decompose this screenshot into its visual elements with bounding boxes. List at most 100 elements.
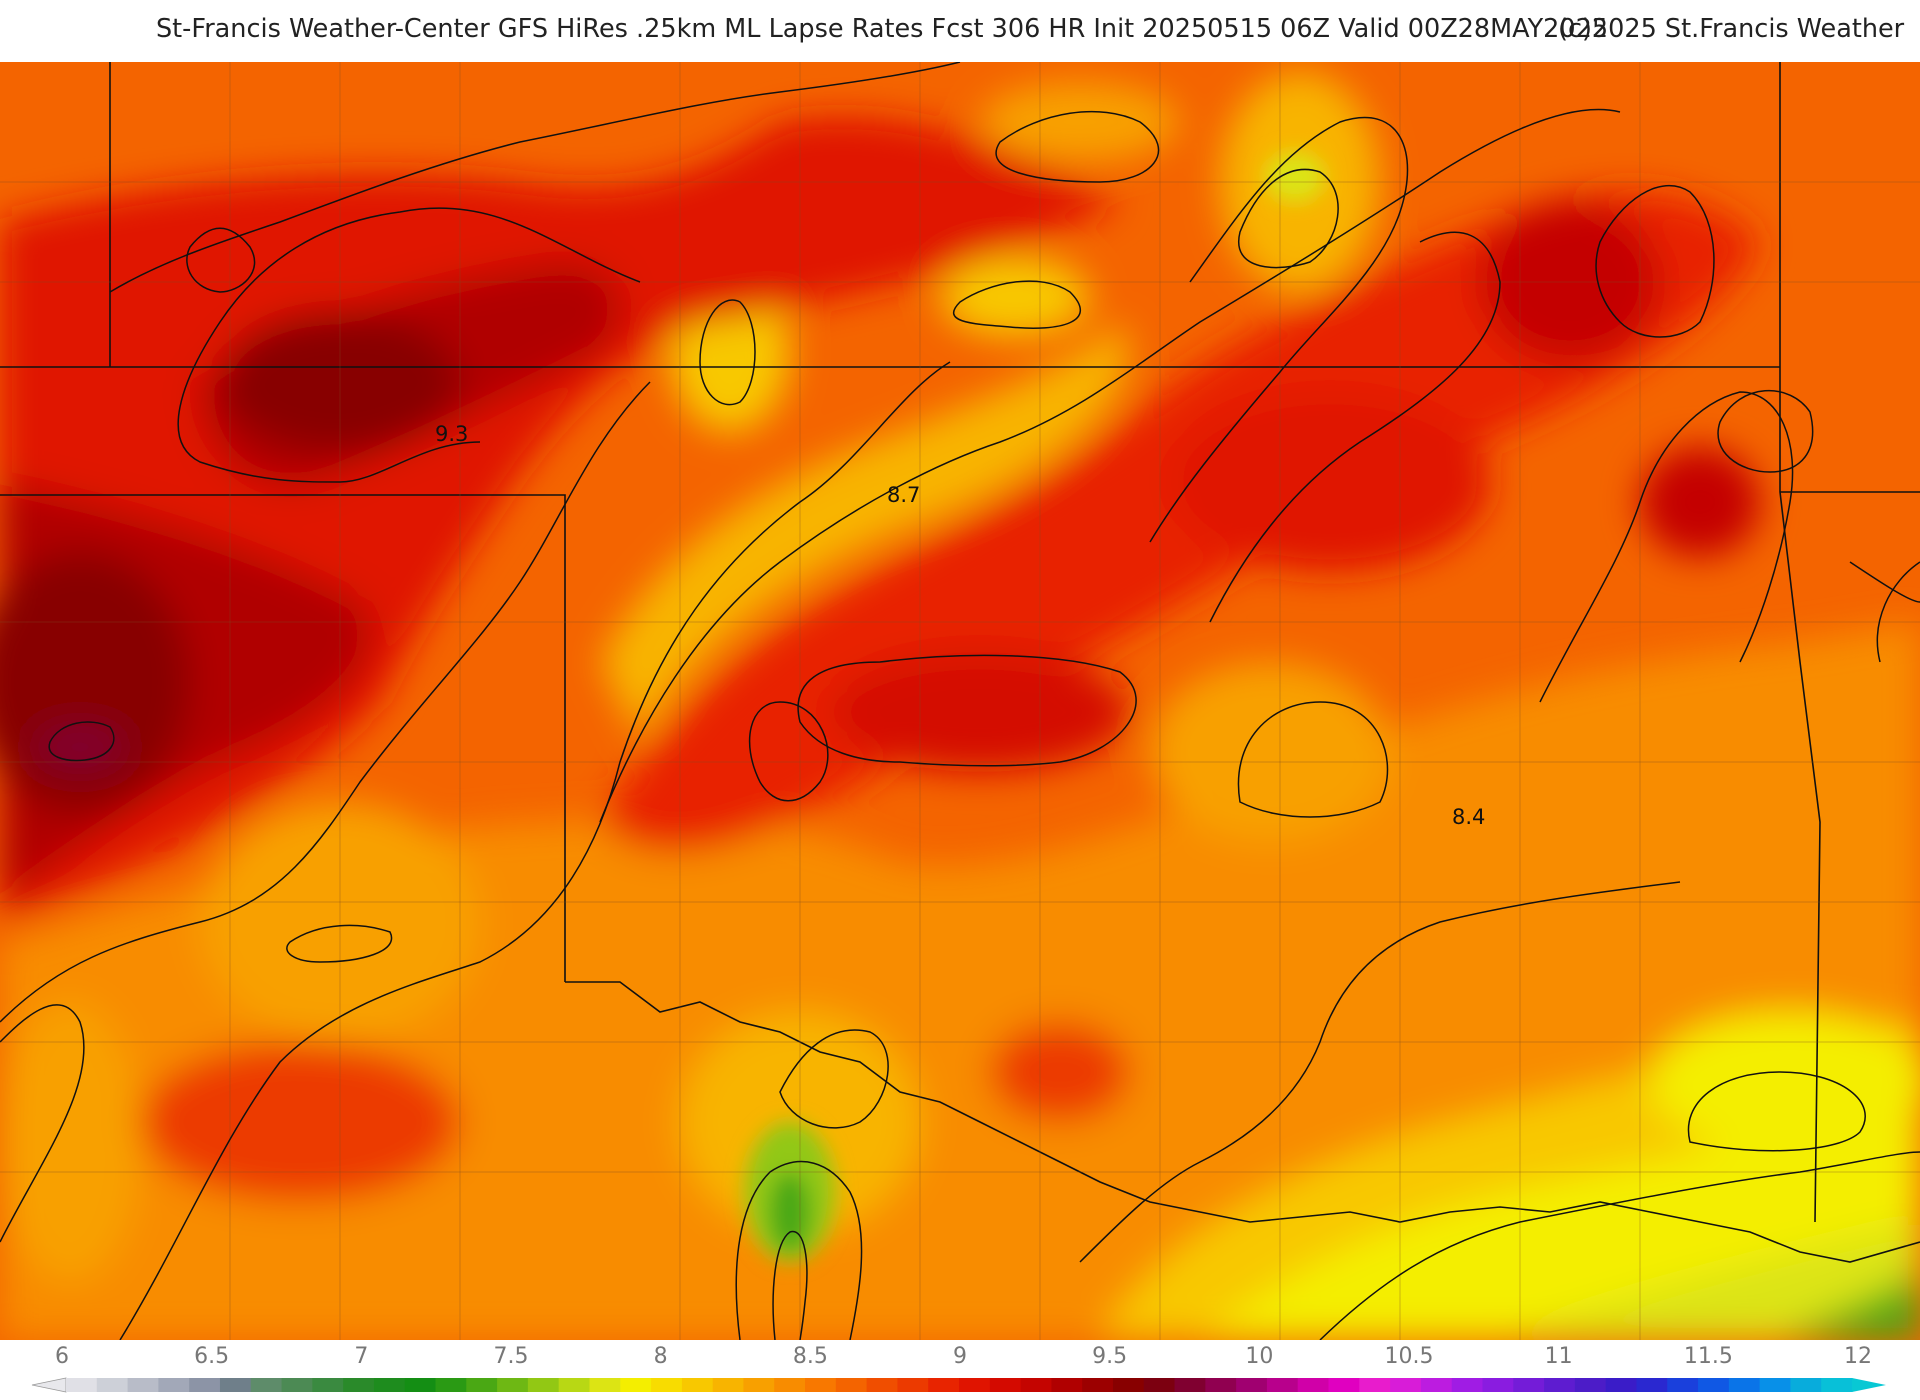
legend-swatch bbox=[897, 1378, 929, 1392]
legend-swatch bbox=[989, 1378, 1022, 1392]
legend-tick-10-5: 10.5 bbox=[1384, 1344, 1434, 1369]
legend-tick-12: 12 bbox=[1844, 1344, 1872, 1369]
legend-swatch bbox=[1297, 1378, 1330, 1392]
legend-swatch bbox=[1174, 1378, 1206, 1392]
contour-7 bbox=[952, 280, 1082, 329]
patch-orange-west bbox=[200, 802, 480, 1042]
contour-label-9-3: 9.3 bbox=[435, 422, 468, 446]
patch-yellow-spot bbox=[1265, 152, 1325, 202]
contour-label-8-4: 8.4 bbox=[1452, 805, 1485, 829]
contour-17 bbox=[1595, 185, 1715, 338]
legend-swatch bbox=[589, 1378, 621, 1392]
contour-23 bbox=[772, 1230, 808, 1340]
legend-swatch bbox=[681, 1378, 714, 1392]
legend-swatch bbox=[1821, 1378, 1853, 1392]
region-green-corner bbox=[1780, 1272, 1920, 1340]
contour-10 bbox=[1149, 116, 1409, 543]
patch-red-east bbox=[1170, 392, 1490, 572]
legend-swatch bbox=[250, 1378, 283, 1392]
legend-swatch bbox=[1112, 1378, 1145, 1392]
legend-swatch bbox=[558, 1378, 591, 1392]
copyright-notice: (c)2025 St.Francis Weather bbox=[1558, 14, 1905, 44]
county-lines bbox=[0, 62, 1920, 1340]
legend-swatch bbox=[158, 1378, 190, 1392]
legend-arrow-high bbox=[1852, 1378, 1886, 1392]
legend-tick-8: 8 bbox=[653, 1344, 668, 1369]
contour-21 bbox=[1687, 1071, 1866, 1152]
boundary-east-vert bbox=[1779, 62, 1821, 1223]
lapse-rate-map[interactable]: 9.3 8.7 8.4 bbox=[0, 62, 1920, 1340]
legend-swatch bbox=[1574, 1378, 1607, 1392]
legend-swatch bbox=[66, 1378, 98, 1392]
legend-swatch bbox=[281, 1378, 313, 1392]
legend-swatch bbox=[373, 1378, 406, 1392]
legend-swatch bbox=[1759, 1378, 1792, 1392]
contour-5 bbox=[109, 62, 961, 293]
legend-swatch bbox=[189, 1378, 221, 1392]
shaded-field bbox=[0, 72, 1920, 1340]
legend-swatch bbox=[743, 1378, 775, 1392]
contour-28 bbox=[186, 227, 256, 293]
legend-swatch bbox=[497, 1378, 529, 1392]
legend-swatch bbox=[1236, 1378, 1268, 1392]
legend-swatch bbox=[1328, 1378, 1360, 1392]
region-yellow-green bbox=[1500, 1222, 1920, 1340]
legend-tick-10: 10 bbox=[1245, 1344, 1274, 1369]
patch-darkred-east bbox=[1640, 447, 1760, 557]
legend-tick-9: 9 bbox=[953, 1344, 967, 1369]
contour-2 bbox=[119, 361, 951, 1340]
legend-tick-8-5: 8.5 bbox=[792, 1344, 828, 1369]
legend-swatch bbox=[1482, 1378, 1514, 1392]
legend-arrow-low bbox=[31, 1377, 67, 1393]
patch-yellow-north bbox=[940, 257, 1090, 337]
contour-26 bbox=[1876, 561, 1920, 663]
legend-swatch bbox=[466, 1378, 498, 1392]
legend-tick-7-5: 7.5 bbox=[493, 1344, 529, 1369]
legend-tick-7: 7 bbox=[354, 1344, 369, 1369]
contour-20 bbox=[1319, 1151, 1920, 1340]
boundary-west bbox=[0, 494, 566, 982]
legend-swatch bbox=[1728, 1378, 1761, 1392]
legend-swatch bbox=[1205, 1378, 1237, 1392]
legend-tick-6: 6 bbox=[55, 1344, 69, 1369]
legend-swatch bbox=[651, 1378, 683, 1392]
legend-swatch bbox=[805, 1378, 837, 1392]
legend-swatch bbox=[1667, 1378, 1699, 1392]
legend-tick-11-5: 11.5 bbox=[1683, 1344, 1733, 1369]
legend-swatch bbox=[1605, 1378, 1638, 1392]
legend-swatch bbox=[1359, 1378, 1391, 1392]
contour-29 bbox=[48, 721, 115, 762]
legend-swatch bbox=[1513, 1378, 1545, 1392]
legend-tick-9-5: 9.5 bbox=[1092, 1344, 1128, 1369]
contour-19 bbox=[1079, 881, 1681, 1263]
contour-9 bbox=[1237, 168, 1339, 269]
legend-swatch bbox=[774, 1378, 806, 1392]
contour-1 bbox=[0, 1004, 85, 1243]
legend-swatch bbox=[959, 1378, 991, 1392]
legend-swatch bbox=[312, 1378, 344, 1392]
legend-swatch bbox=[1420, 1378, 1453, 1392]
legend-colorbar bbox=[31, 1377, 1886, 1393]
legend-tick-11: 11 bbox=[1544, 1344, 1573, 1369]
contour-11 bbox=[599, 108, 1621, 823]
legend-swatch bbox=[1051, 1378, 1083, 1392]
map-title: St-Francis Weather-Center GFS HiRes .25k… bbox=[156, 14, 1609, 44]
county-grid-2 bbox=[229, 62, 1641, 1340]
legend-swatch bbox=[928, 1378, 960, 1392]
legend-swatch bbox=[835, 1378, 868, 1392]
legend-swatch bbox=[712, 1378, 745, 1392]
contour-12 bbox=[797, 654, 1137, 767]
map-area[interactable]: 9.3 8.7 8.4 bbox=[0, 62, 1920, 1340]
legend-swatch bbox=[1082, 1378, 1114, 1392]
patch-orange-center bbox=[1150, 662, 1390, 842]
legend-swatch bbox=[1698, 1378, 1730, 1392]
contour-3 bbox=[0, 381, 651, 1023]
state-boundaries bbox=[0, 62, 1920, 1263]
patch-darkred-northeast bbox=[1480, 202, 1660, 362]
boundary-panhandle bbox=[565, 981, 1920, 1263]
legend-swatch bbox=[435, 1378, 467, 1392]
legend-swatch bbox=[1636, 1378, 1668, 1392]
contour-lines bbox=[0, 62, 1920, 1340]
patch-orange-north bbox=[980, 82, 1180, 162]
legend-swatch bbox=[343, 1378, 375, 1392]
